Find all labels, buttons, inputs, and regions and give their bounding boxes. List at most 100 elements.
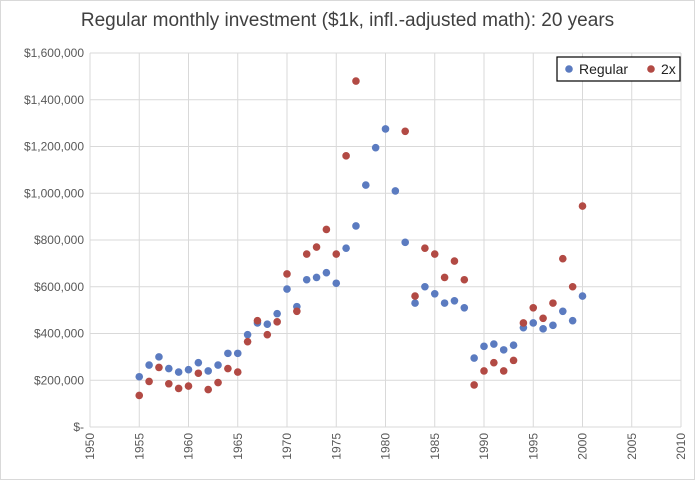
data-points: [135, 77, 587, 400]
data-point: [470, 354, 478, 362]
data-point: [568, 282, 577, 291]
data-point: [332, 279, 341, 288]
data-point: [165, 379, 173, 388]
data-point: [184, 365, 193, 374]
data-point: [549, 299, 557, 307]
data-point: [283, 285, 291, 293]
legend-label: 2x: [661, 61, 676, 77]
data-point: [322, 225, 331, 234]
legend-marker: [565, 65, 573, 73]
data-point: [509, 356, 518, 365]
legend-label: Regular: [579, 61, 628, 77]
data-point: [559, 254, 567, 263]
gridlines: [89, 52, 682, 428]
y-tick-label: $1,400,000: [24, 93, 84, 107]
data-point: [440, 299, 449, 307]
data-point: [499, 346, 508, 354]
data-point: [568, 316, 577, 325]
y-tick-label: $1,000,000: [24, 186, 84, 200]
data-point: [352, 222, 360, 230]
data-point: [480, 367, 488, 375]
x-tick-label: 2010: [674, 433, 688, 460]
data-point: [194, 369, 203, 378]
data-point: [214, 378, 222, 387]
data-point: [362, 181, 370, 189]
series-regular: [135, 125, 587, 381]
x-tick-label: 1960: [182, 433, 196, 460]
data-point: [322, 268, 331, 277]
data-point: [233, 349, 242, 358]
data-point: [253, 316, 262, 325]
y-tick-label: $400,000: [34, 327, 84, 341]
data-point: [440, 273, 449, 282]
data-point: [401, 238, 410, 247]
data-point: [302, 275, 311, 284]
y-tick-label: $200,000: [34, 373, 84, 387]
data-point: [411, 292, 419, 300]
x-tick-label: 1965: [231, 433, 245, 460]
data-point: [214, 361, 222, 369]
data-point: [430, 289, 439, 298]
data-point: [332, 250, 341, 258]
data-point: [470, 381, 478, 389]
data-point: [460, 275, 469, 284]
data-point: [312, 243, 321, 251]
data-point: [224, 349, 232, 358]
data-point: [263, 320, 272, 328]
data-point: [391, 187, 400, 195]
data-point: [293, 307, 301, 316]
data-point: [263, 330, 272, 339]
chart-title: Regular monthly investment ($1k, infl.-a…: [80, 10, 615, 31]
data-point: [155, 363, 163, 372]
data-point: [578, 292, 587, 300]
data-point: [312, 273, 321, 282]
x-tick-label: 1990: [477, 433, 491, 460]
data-point: [539, 325, 547, 333]
data-point: [135, 372, 144, 381]
data-point: [421, 282, 429, 291]
data-point: [529, 319, 538, 327]
y-tick-label: $800,000: [34, 233, 84, 247]
y-tick-label: $-: [73, 420, 84, 434]
x-tick-label: 2000: [576, 433, 590, 460]
data-point: [342, 152, 350, 160]
data-point: [145, 361, 153, 369]
data-point: [509, 341, 518, 349]
data-point: [145, 377, 153, 386]
data-point: [184, 382, 193, 390]
data-point: [204, 385, 212, 394]
data-point: [430, 250, 439, 258]
series-2x: [135, 77, 587, 400]
data-point: [194, 358, 203, 367]
data-point: [371, 143, 380, 152]
data-point: [421, 244, 429, 252]
data-point: [352, 77, 360, 85]
x-tick-label: 2005: [625, 433, 639, 460]
x-tick-label: 1995: [526, 433, 540, 460]
data-point: [450, 257, 459, 265]
x-tick-label: 1950: [83, 433, 97, 460]
data-point: [233, 368, 242, 376]
x-tick-label: 1970: [280, 433, 294, 460]
data-point: [578, 202, 587, 210]
x-axis-ticks: 1950 1955 1960 1965 1970 1975 1980 1985 1990 1995…: [83, 433, 688, 460]
data-point: [165, 364, 173, 373]
x-tick-label: 1985: [428, 433, 442, 460]
data-point: [490, 358, 498, 367]
legend: Regular 2x: [556, 56, 681, 82]
data-point: [549, 321, 557, 330]
data-point: [243, 330, 252, 339]
data-point: [283, 270, 291, 278]
y-tick-label: $600,000: [34, 280, 84, 294]
data-point: [381, 125, 390, 133]
data-point: [174, 384, 183, 393]
y-axis-ticks: $- $200,000 $400,000 $600,000 $800,000 $1,000…: [24, 46, 84, 434]
data-point: [204, 367, 212, 375]
data-point: [243, 337, 252, 346]
data-point: [450, 296, 459, 305]
y-tick-label: $1,600,000: [24, 46, 84, 60]
y-tick-label: $1,200,000: [24, 140, 84, 154]
x-tick-label: 1980: [379, 433, 393, 460]
data-point: [273, 309, 281, 318]
data-point: [460, 303, 469, 312]
